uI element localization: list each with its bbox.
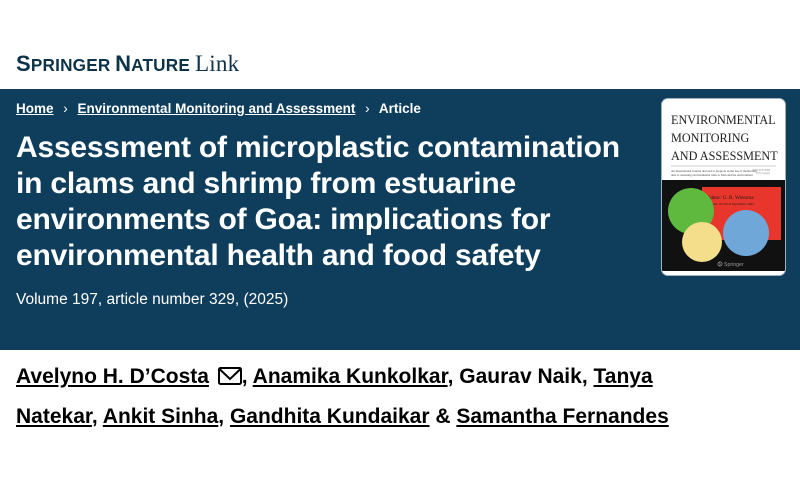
svg-text:AND ASSESSMENT: AND ASSESSMENT: [671, 149, 778, 163]
svg-text:Springer: Springer: [724, 262, 744, 268]
svg-text:MONITORING: MONITORING: [671, 131, 750, 145]
svg-text:data to assessing environmenta: data to assessing environmental risks to…: [671, 173, 753, 177]
svg-text:123 (3 pages): 123 (3 pages): [756, 172, 770, 175]
svg-text:ENVIRONMENTAL: ENVIRONMENTAL: [671, 113, 776, 127]
svg-text:Editor: G. B. Wiersma: Editor: G. B. Wiersma: [707, 195, 754, 201]
svg-text:Volume 197 No 9 September: Volume 197 No 9 September 2025: [707, 202, 754, 206]
